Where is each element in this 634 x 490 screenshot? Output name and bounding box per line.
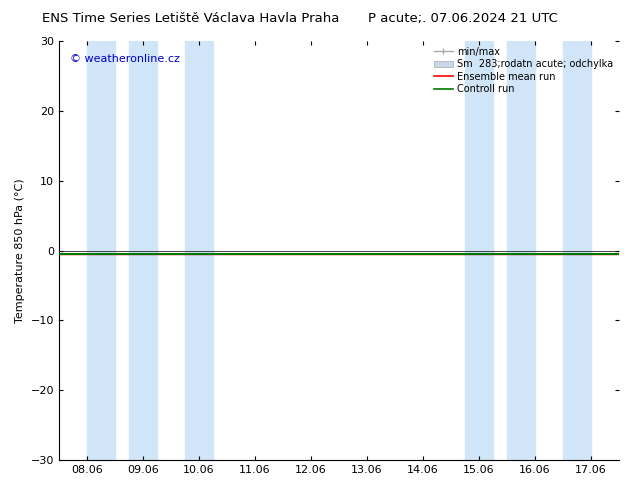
Bar xyxy=(87,41,115,460)
Bar xyxy=(465,41,493,460)
Text: ENS Time Series Letiště Václava Havla Praha: ENS Time Series Letiště Václava Havla Pr… xyxy=(41,12,339,25)
Text: P acute;. 07.06.2024 21 UTC: P acute;. 07.06.2024 21 UTC xyxy=(368,12,558,25)
Y-axis label: Temperature 850 hPa (°C): Temperature 850 hPa (°C) xyxy=(15,178,25,323)
Text: © weatheronline.cz: © weatheronline.cz xyxy=(70,53,180,64)
Bar xyxy=(185,41,213,460)
Bar xyxy=(507,41,535,460)
Bar xyxy=(129,41,157,460)
Legend: min/max, Sm  283;rodatn acute; odchylka, Ensemble mean run, Controll run: min/max, Sm 283;rodatn acute; odchylka, … xyxy=(430,43,617,98)
Bar xyxy=(563,41,591,460)
